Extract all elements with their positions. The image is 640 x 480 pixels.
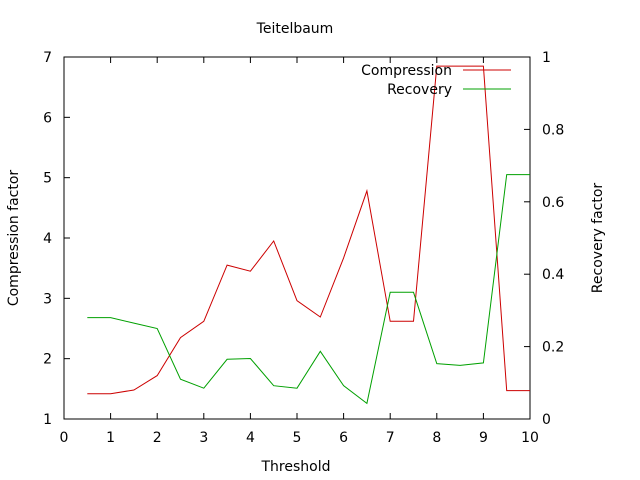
y-tick-label: 7 <box>43 50 52 66</box>
y2-tick-label: 0 <box>542 412 551 428</box>
y-tick-label: 4 <box>43 231 52 247</box>
legend-label-recovery: Recovery <box>387 82 452 98</box>
y-axis-right: 0 0.2 0.4 0.6 0.8 1 <box>524 50 564 428</box>
x-tick-label: 8 <box>432 430 441 446</box>
y-tick-label: 5 <box>43 171 52 187</box>
y2-axis-label: Recovery factor <box>590 183 606 294</box>
x-tick-label: 5 <box>293 430 302 446</box>
y2-tick-label: 0.6 <box>542 195 564 211</box>
series-line-recovery <box>87 174 530 405</box>
legend: Compression Recovery <box>361 63 511 98</box>
y-axis-left: 1 2 3 4 5 6 7 <box>43 50 70 428</box>
plot-border <box>63 56 531 420</box>
x-tick-label: 4 <box>246 430 255 446</box>
series-line-compression <box>87 65 530 395</box>
x-tick-label: 1 <box>106 430 115 446</box>
x-tick-label: 10 <box>521 430 539 446</box>
y-tick-label: 3 <box>43 291 52 307</box>
x-axis: 0 1 2 3 4 5 6 7 8 9 10 <box>60 57 539 446</box>
y2-tick-label: 1 <box>542 50 551 66</box>
y2-tick-label: 0.4 <box>542 267 564 283</box>
x-tick-label: 6 <box>339 430 348 446</box>
x-tick-label: 3 <box>199 430 208 446</box>
x-tick-label: 7 <box>386 430 395 446</box>
series-layer <box>87 65 530 405</box>
y-axis-label: Compression factor <box>6 170 22 307</box>
chart-title: Teitelbaum <box>256 21 334 37</box>
y-tick-label: 1 <box>43 412 52 428</box>
y2-tick-label: 0.8 <box>542 122 564 138</box>
x-tick-label: 2 <box>153 430 162 446</box>
y-tick-label: 2 <box>43 352 52 368</box>
legend-label-compression: Compression <box>361 63 452 79</box>
x-axis-label: Threshold <box>261 459 331 475</box>
x-tick-label: 0 <box>60 430 69 446</box>
x-tick-label: 9 <box>479 430 488 446</box>
plot-frame <box>63 56 531 420</box>
y2-tick-label: 0.2 <box>542 340 564 356</box>
y-tick-label: 6 <box>43 110 52 126</box>
